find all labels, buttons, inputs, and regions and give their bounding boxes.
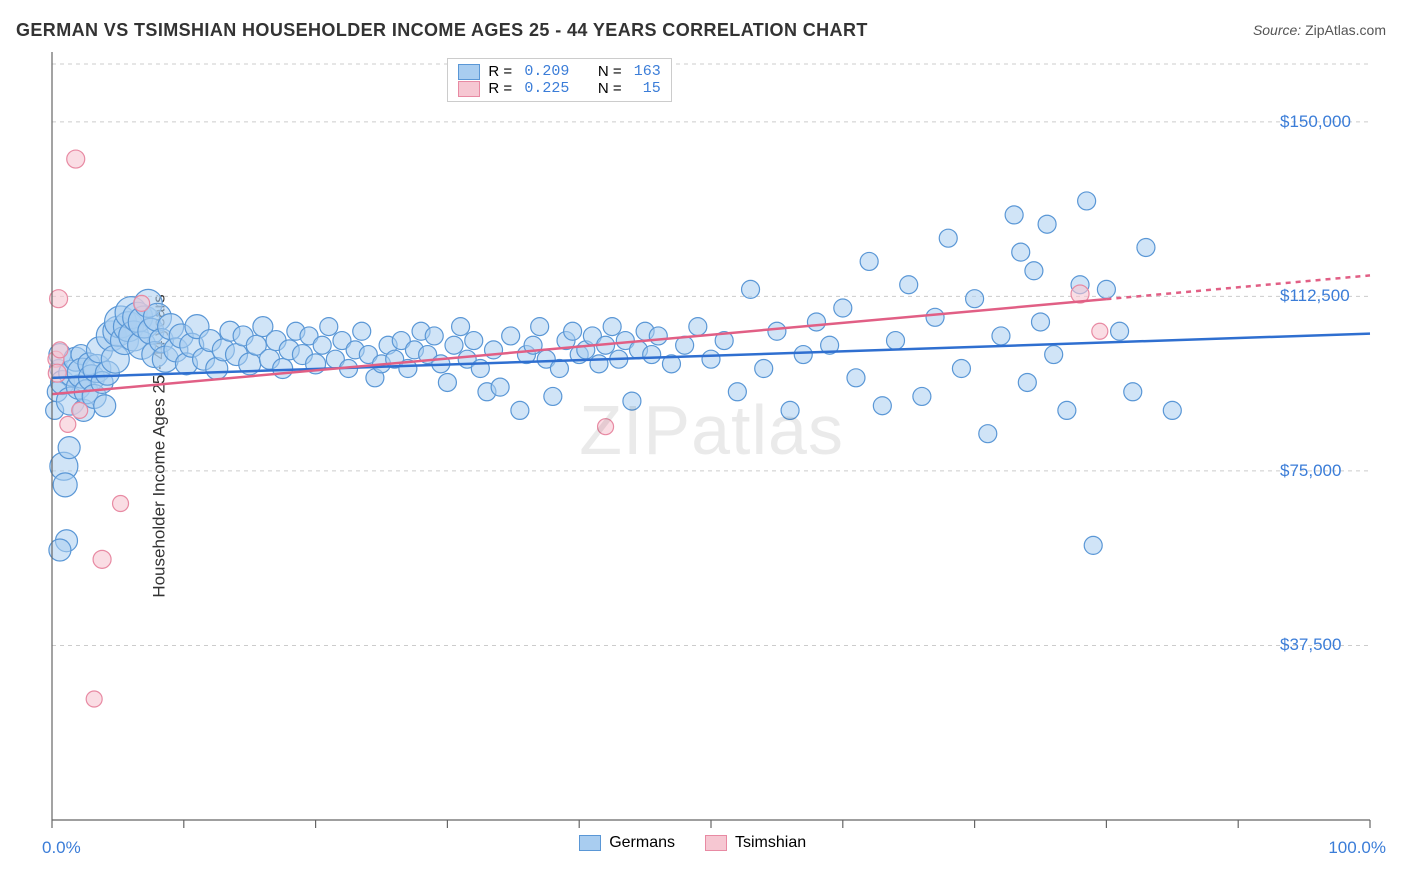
x-axis-max-label: 100.0%	[1328, 838, 1386, 858]
chart-container: GERMAN VS TSIMSHIAN HOUSEHOLDER INCOME A…	[0, 0, 1406, 892]
legend-r-value: 0.209	[524, 63, 569, 80]
legend-swatch	[458, 81, 480, 97]
legend-stat-row: R = 0.225 N = 15	[458, 80, 660, 97]
legend-n-value: 163	[634, 63, 661, 80]
legend-swatch	[458, 64, 480, 80]
legend-stat-row: R = 0.209 N = 163	[458, 63, 660, 80]
series-legend: Germans Tsimshian	[579, 834, 806, 852]
scatter-chart	[0, 0, 1406, 850]
legend-r-label: R =	[488, 63, 516, 80]
y-tick-label: $112,500	[1280, 286, 1350, 306]
x-axis-min-label: 0.0%	[42, 838, 81, 858]
legend-r-value: 0.225	[524, 80, 569, 97]
y-tick-label: $75,000	[1280, 461, 1341, 481]
legend-series-item: Germans	[579, 834, 675, 852]
legend-swatch	[579, 835, 601, 851]
correlation-legend: R = 0.209 N = 163R = 0.225 N = 15	[447, 58, 671, 102]
legend-r-label: R =	[488, 80, 516, 97]
legend-n-value: 15	[634, 80, 661, 97]
legend-n-label: N =	[598, 80, 626, 97]
legend-series-item: Tsimshian	[705, 834, 806, 852]
legend-series-label: Tsimshian	[735, 834, 806, 852]
legend-n-label: N =	[598, 63, 626, 80]
y-tick-label: $37,500	[1280, 635, 1341, 655]
legend-swatch	[705, 835, 727, 851]
y-tick-label: $150,000	[1280, 112, 1351, 132]
legend-series-label: Germans	[609, 834, 675, 852]
